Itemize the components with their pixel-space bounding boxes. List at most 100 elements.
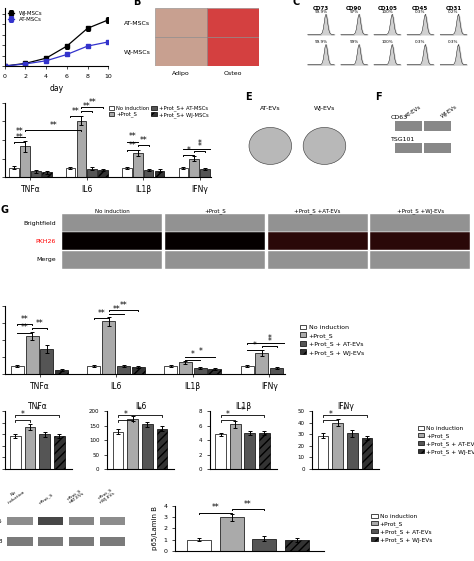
Bar [207,8,259,37]
Text: PKH26: PKH26 [36,239,56,244]
Text: 97%: 97% [349,10,359,13]
Text: +Prot_S
+AT-EVs: +Prot_S +AT-EVs [65,488,85,505]
Bar [187,540,211,551]
Bar [370,251,470,269]
Bar [88,366,100,374]
Text: *: * [343,406,347,415]
Text: **: ** [72,107,80,116]
Bar [370,214,470,232]
Text: CD73: CD73 [313,6,329,11]
Bar [155,8,207,37]
Bar [25,427,36,469]
Text: **: ** [21,324,28,333]
Bar [259,433,270,469]
Bar [117,366,130,374]
Bar [62,214,162,232]
Bar [9,168,19,177]
Bar [54,436,65,469]
Bar [69,517,94,525]
Bar [155,171,164,177]
Text: CD63: CD63 [391,115,408,120]
Text: *: * [198,142,201,151]
Text: CD45: CD45 [412,6,428,11]
Legend: WJ-MSCs, AT-MSCs: WJ-MSCs, AT-MSCs [8,11,42,22]
Text: **: ** [120,301,128,310]
Text: WJ-EVs: WJ-EVs [440,104,458,119]
Bar [332,423,343,469]
Circle shape [303,127,346,164]
Bar [38,537,64,545]
Text: 0.3%: 0.3% [415,40,426,44]
Bar [190,159,199,177]
Bar [155,37,207,66]
Bar [55,370,68,374]
Bar [40,349,54,374]
Text: 100%: 100% [382,10,393,13]
Text: **: ** [128,141,136,150]
Bar [362,438,372,469]
Bar [370,232,470,250]
Text: **: ** [244,499,252,508]
Text: +Prot_S +WJ-EVs: +Prot_S +WJ-EVs [397,208,444,214]
Bar [395,143,421,153]
Bar [215,434,226,469]
Text: 99.9%: 99.9% [314,10,328,13]
Text: 99%: 99% [349,40,359,44]
Bar [102,321,115,374]
Legend: No induction, +Prot_S, +Prot_S + AT-EVs, +Prot_S + WJ-EVs: No induction, +Prot_S, +Prot_S + AT-EVs,… [300,325,364,356]
Bar [31,172,41,177]
Bar [10,436,21,469]
Text: B: B [133,0,140,7]
Bar [318,435,328,469]
Text: +Prot_S: +Prot_S [204,208,226,214]
Bar [179,168,188,177]
Text: CD90: CD90 [346,6,362,11]
Text: CD105: CD105 [377,6,397,11]
Text: E: E [246,92,252,102]
Text: *: * [240,406,245,415]
Text: 100%: 100% [382,40,393,44]
Title: IFNγ: IFNγ [337,402,354,411]
Text: **: ** [98,309,105,318]
Y-axis label: p65/Lamin B: p65/Lamin B [152,507,158,550]
Bar [220,517,244,551]
Bar [7,537,33,545]
Text: **: ** [88,98,96,107]
Bar [268,251,367,269]
Text: G: G [0,205,8,215]
Bar [285,540,309,551]
Bar [11,366,24,374]
Bar [268,214,367,232]
Text: *: * [187,146,191,155]
Bar [62,251,162,269]
Text: No
induction: No induction [4,486,26,505]
Bar [270,367,283,374]
Bar [113,431,123,469]
Bar [207,37,259,66]
Text: *: * [267,334,271,343]
Text: 0.3%: 0.3% [448,40,459,44]
Bar [245,433,255,469]
Text: **: ** [83,102,91,111]
Text: p65: p65 [0,519,2,524]
Text: 0.2%: 0.2% [448,10,459,13]
Bar [62,232,162,250]
Text: **: ** [211,503,219,512]
Text: Brightfield: Brightfield [24,220,56,226]
Bar [142,424,153,469]
Text: *: * [138,406,142,415]
Text: *: * [226,411,230,420]
Bar [241,366,254,374]
Text: **: ** [16,133,23,142]
Bar [132,367,145,374]
X-axis label: day: day [49,84,64,93]
Bar [252,539,276,551]
Text: *: * [253,341,256,350]
Text: **: ** [49,121,57,130]
Text: +Prot_S: +Prot_S [37,492,53,505]
Text: *: * [191,351,195,360]
Bar [165,232,265,250]
Bar [127,419,138,469]
Text: C: C [293,0,300,7]
Text: CD31: CD31 [446,6,462,11]
